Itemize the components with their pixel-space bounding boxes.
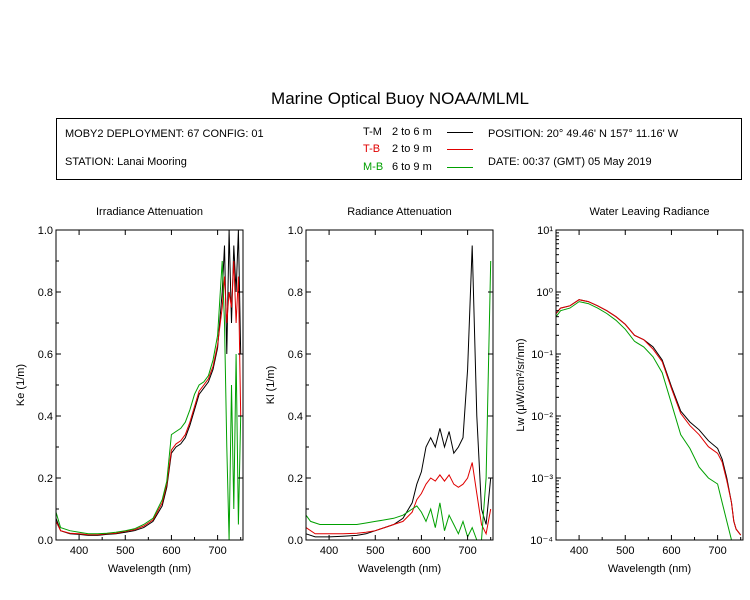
- y-tick-label: 0.8: [288, 287, 303, 299]
- y-tick-label: 10⁻²: [531, 411, 553, 423]
- y-axis-label: Ke (1/m): [15, 364, 27, 406]
- x-tick-label: 500: [616, 545, 634, 557]
- plot-frame: [55, 229, 244, 541]
- y-tick-label: 10⁻³: [531, 473, 553, 485]
- legend-line-m-b: [447, 167, 473, 168]
- series-line-t-m: [55, 229, 242, 536]
- series-line-t-b: [55, 260, 242, 536]
- x-tick-label: 400: [70, 545, 88, 557]
- x-tick-label: 400: [320, 545, 338, 557]
- series-line-t-b: [305, 462, 492, 536]
- chart-2: Radiance Attenuation 400 500 600 700 0.0 0.2 0.…: [265, 206, 494, 575]
- x-tick-label: 700: [208, 545, 226, 557]
- legend-line-t-m: [447, 132, 473, 133]
- x-axis-label: Wavelength (nm): [608, 563, 691, 575]
- legend-range-t-b: 2 to 9 m: [392, 143, 432, 155]
- page-title: Marine Optical Buoy NOAA/MLML: [271, 89, 529, 108]
- y-tick-label: 0.6: [38, 349, 53, 361]
- x-tick-label: 700: [708, 545, 726, 557]
- legend-code-t-m: T-M: [363, 126, 382, 138]
- series-line-t-m: [305, 245, 492, 538]
- legend-line-t-b: [447, 149, 473, 150]
- series-line-t-m: [555, 299, 742, 536]
- legend-range-m-b: 6 to 9 m: [392, 161, 432, 173]
- y-tick-label: 0.4: [38, 411, 53, 423]
- chart-3: Water Leaving Radiance 400 500 600 700 10⁻⁴ 10…: [515, 206, 744, 575]
- y-axis-label: Kl (1/m): [265, 366, 277, 405]
- series-line-m-b: [305, 260, 492, 541]
- station-text: STATION: Lanai Mooring: [65, 156, 187, 168]
- y-tick-label: 10⁻¹: [531, 349, 553, 361]
- series-line-t-b: [555, 299, 742, 536]
- y-tick-label: 10⁻⁴: [530, 535, 553, 547]
- date-text: DATE: 00:37 (GMT) 05 May 2019: [488, 156, 652, 168]
- x-tick-label: 600: [412, 545, 430, 557]
- y-tick-label: 1.0: [288, 225, 303, 237]
- y-tick-label: 0.6: [288, 349, 303, 361]
- plot-frame: [305, 229, 494, 541]
- series-line-m-b: [55, 260, 242, 541]
- y-tick-label: 1.0: [38, 225, 53, 237]
- x-tick-label: 600: [662, 545, 680, 557]
- legend-code-t-b: T-B: [363, 143, 381, 155]
- info-box: MOBY2 DEPLOYMENT: 67 CONFIG: 01 STATION:…: [56, 118, 742, 180]
- y-tick-label: 0.2: [288, 473, 303, 485]
- y-tick-label: 0.0: [288, 535, 303, 547]
- y-tick-label: 0.8: [38, 287, 53, 299]
- chart-title: Irradiance Attenuation: [96, 206, 203, 218]
- chart-title: Water Leaving Radiance: [589, 206, 709, 218]
- legend-code-m-b: M-B: [363, 161, 384, 173]
- deployment-text: MOBY2 DEPLOYMENT: 67 CONFIG: 01: [65, 128, 264, 140]
- y-tick-label: 10⁰: [536, 287, 553, 299]
- x-tick-label: 500: [366, 545, 384, 557]
- x-axis-label: Wavelength (nm): [108, 563, 191, 575]
- y-tick-label: 0.2: [38, 473, 53, 485]
- chart-title: Radiance Attenuation: [347, 206, 452, 218]
- chart-1: Irradiance Attenuation 400 500 600 700 0.0 0.2…: [15, 206, 244, 575]
- x-tick-label: 600: [162, 545, 180, 557]
- x-tick-label: 500: [116, 545, 134, 557]
- y-tick-label: 10¹: [537, 225, 553, 237]
- y-tick-label: 0.4: [288, 411, 303, 423]
- y-axis-label: Lw (μW/cm²/sr/nm): [515, 338, 527, 431]
- legend-range-t-m: 2 to 6 m: [392, 126, 432, 138]
- x-axis-label: Wavelength (nm): [358, 563, 441, 575]
- x-tick-label: 700: [458, 545, 476, 557]
- plot-frame: [555, 229, 744, 541]
- y-tick-label: 0.0: [38, 535, 53, 547]
- position-text: POSITION: 20° 49.46' N 157° 11.16' W: [488, 128, 679, 140]
- x-tick-label: 400: [570, 545, 588, 557]
- series-line-m-b: [555, 301, 737, 541]
